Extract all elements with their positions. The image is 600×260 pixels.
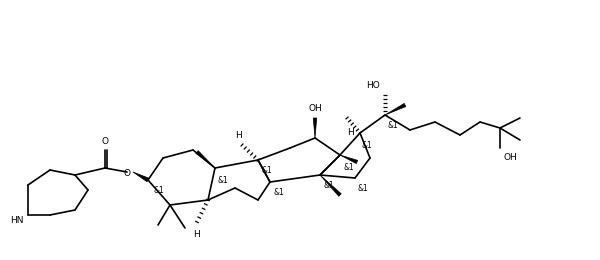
Text: &1: &1: [323, 180, 334, 190]
Text: &1: &1: [273, 187, 284, 197]
Text: HN: HN: [11, 216, 24, 224]
Polygon shape: [133, 172, 149, 182]
Text: &1: &1: [388, 120, 399, 129]
Text: H: H: [236, 131, 242, 140]
Polygon shape: [320, 175, 341, 196]
Text: O: O: [101, 137, 109, 146]
Text: H: H: [347, 128, 353, 137]
Text: HO: HO: [366, 81, 380, 90]
Text: O: O: [124, 168, 131, 178]
Text: OH: OH: [503, 153, 517, 162]
Text: &1: &1: [153, 185, 164, 194]
Text: &1: &1: [218, 176, 229, 185]
Polygon shape: [340, 155, 358, 164]
Polygon shape: [196, 151, 215, 168]
Text: &1: &1: [358, 184, 369, 192]
Polygon shape: [313, 118, 317, 138]
Text: OH: OH: [308, 104, 322, 113]
Polygon shape: [385, 103, 406, 115]
Text: &1: &1: [261, 166, 272, 174]
Text: &1: &1: [362, 140, 373, 150]
Text: &1: &1: [343, 162, 354, 172]
Text: H: H: [194, 230, 200, 239]
